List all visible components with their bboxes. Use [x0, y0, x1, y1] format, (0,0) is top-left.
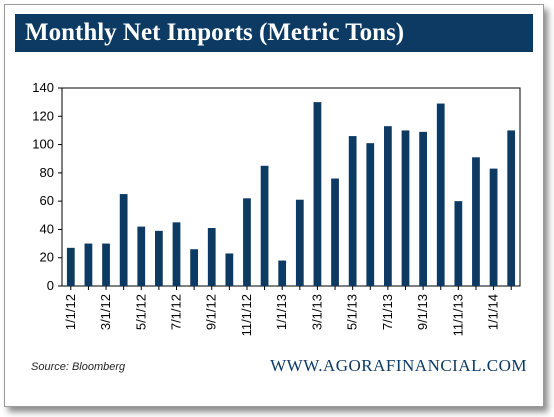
bar — [137, 226, 146, 286]
x-tick-label: 7/1/13 — [380, 294, 395, 330]
bar — [454, 201, 463, 286]
source-note: Source: Bloomberg — [31, 361, 126, 373]
bar — [243, 198, 251, 286]
y-tick-label: 40 — [40, 221, 54, 236]
plot-area: 0 20 40 60 80 100 120 140 1/1/12 3/1/12 5/1/12 7/1/… — [15, 65, 535, 365]
bar — [190, 249, 198, 286]
bar — [384, 126, 392, 286]
x-tick-label: 5/1/12 — [133, 294, 148, 330]
y-tick-label: 100 — [32, 137, 54, 152]
chart-title: Monthly Net Imports (Metric Tons) — [25, 19, 405, 46]
bar — [419, 131, 427, 286]
x-tick-label: 11/1/13 — [450, 294, 465, 336]
site-url: WWW.AGORAFINANCIAL.COM — [270, 356, 527, 375]
x-tick-label: 1/1/13 — [274, 294, 289, 330]
bar-chart: 0 20 40 60 80 100 120 140 1/1/12 3/1/12 5/1/12 7/1/… — [32, 80, 521, 336]
bar — [172, 222, 181, 286]
chart-card: Monthly Net Imports (Metric Tons) 0 20 40 6… — [4, 4, 544, 407]
bar — [260, 165, 269, 286]
x-tick-label: 9/1/13 — [415, 294, 430, 330]
x-tick-label: 3/1/13 — [309, 294, 324, 330]
title-banner: Monthly Net Imports (Metric Tons) — [15, 14, 533, 52]
x-tick-label: 1/1/12 — [63, 294, 78, 330]
y-tick-label: 20 — [40, 250, 54, 265]
bar — [155, 230, 163, 286]
x-tick-label: 7/1/12 — [169, 294, 184, 330]
y-tick-label: 80 — [40, 165, 54, 180]
y-tick-label: 0 — [47, 278, 54, 293]
bar — [84, 243, 93, 286]
bar — [225, 253, 234, 286]
x-tick-label: 3/1/12 — [98, 294, 113, 330]
bar — [119, 194, 128, 286]
bar — [207, 228, 216, 286]
y-tick-label: 120 — [32, 108, 54, 123]
bar — [472, 157, 480, 286]
bar — [366, 143, 375, 286]
bar — [278, 260, 287, 286]
bar — [507, 130, 516, 286]
bar — [331, 178, 339, 286]
bar — [436, 103, 445, 286]
bar — [348, 136, 357, 286]
x-tick-label: 11/1/12 — [239, 294, 254, 336]
bar — [489, 168, 498, 286]
bar — [102, 243, 110, 286]
y-tick-label: 140 — [32, 80, 54, 95]
bar — [313, 102, 322, 286]
x-tick-label: 9/1/12 — [204, 294, 219, 330]
x-tick-label: 1/1/14 — [486, 294, 501, 330]
bar — [295, 199, 304, 286]
x-tick-label: 5/1/13 — [345, 294, 360, 330]
y-tick-label: 60 — [40, 193, 54, 208]
bar — [401, 130, 410, 286]
bar — [66, 247, 75, 286]
plot-frame — [61, 87, 521, 287]
